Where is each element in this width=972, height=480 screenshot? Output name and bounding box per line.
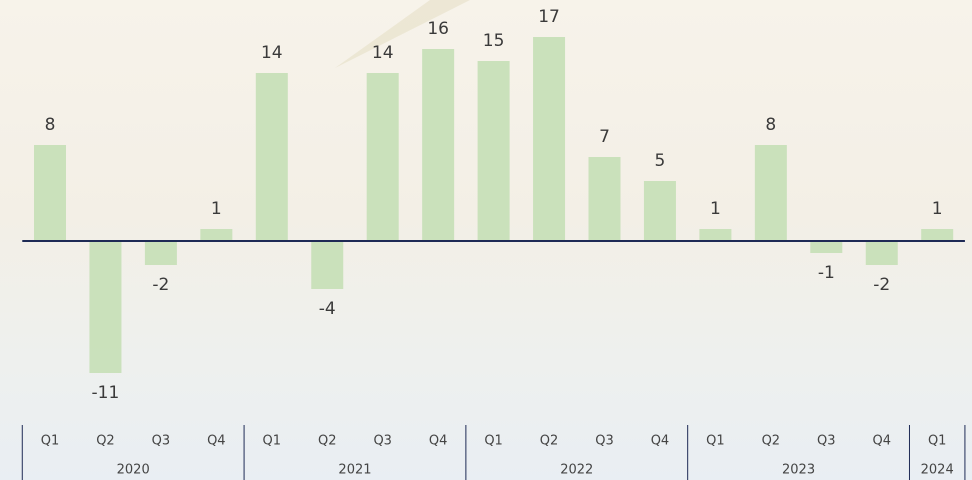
bar (643, 181, 676, 241)
bar (754, 145, 787, 241)
x-tick-label: Q1 (41, 434, 60, 449)
value-label: 7 (599, 127, 610, 147)
x-tick-label: Q1 (928, 434, 947, 449)
bar (311, 241, 344, 289)
x-tick-label: Q4 (429, 434, 448, 449)
value-label: 1 (710, 199, 721, 219)
x-tick-label: Q3 (817, 434, 836, 449)
bar (366, 73, 399, 241)
value-label: 5 (655, 151, 666, 171)
value-label: 1 (932, 199, 943, 219)
x-tick-label: Q2 (540, 434, 559, 449)
x-group-label: 2022 (560, 463, 593, 478)
x-tick-label: Q2 (762, 434, 781, 449)
bar (144, 241, 177, 265)
value-label: 14 (372, 43, 394, 63)
x-tick-label: Q1 (706, 434, 725, 449)
value-label: 8 (45, 115, 56, 135)
value-label: 16 (427, 19, 449, 39)
value-label: 8 (765, 115, 776, 135)
x-tick-label: Q3 (595, 434, 614, 449)
x-group-label: 2020 (117, 463, 150, 478)
bar (477, 61, 510, 241)
bar (533, 37, 566, 241)
value-label: -4 (319, 299, 336, 319)
x-group-label: 2024 (921, 463, 954, 478)
bar (810, 241, 843, 253)
bar (865, 241, 898, 265)
x-tick-label: Q3 (373, 434, 392, 449)
bar (699, 229, 732, 241)
value-label: -1 (818, 263, 835, 283)
x-tick-label: Q4 (207, 434, 226, 449)
value-label: 17 (538, 7, 560, 27)
bar (255, 73, 288, 241)
bar (200, 229, 233, 241)
x-tick-label: Q4 (872, 434, 891, 449)
value-label: -2 (152, 275, 169, 295)
value-label: 14 (261, 43, 283, 63)
background-shape (335, 0, 470, 68)
x-tick-label: Q3 (152, 434, 171, 449)
bar (89, 241, 122, 373)
x-tick-label: Q2 (96, 434, 115, 449)
x-group-label: 2021 (338, 463, 371, 478)
bar (921, 229, 954, 241)
x-tick-label: Q1 (484, 434, 503, 449)
x-tick-label: Q2 (318, 434, 337, 449)
x-tick-label: Q1 (263, 434, 282, 449)
bar (588, 157, 621, 241)
value-label: 15 (483, 31, 505, 51)
plot-area: 8Q1-11Q2-2Q31Q414Q1-4Q214Q316Q415Q117Q27… (21, 7, 966, 480)
value-label: -11 (92, 383, 120, 403)
value-label: -2 (873, 275, 890, 295)
value-label: 1 (211, 199, 222, 219)
x-tick-label: Q4 (651, 434, 670, 449)
bar (34, 145, 66, 241)
bar (422, 49, 455, 241)
x-group-label: 2023 (782, 463, 815, 478)
